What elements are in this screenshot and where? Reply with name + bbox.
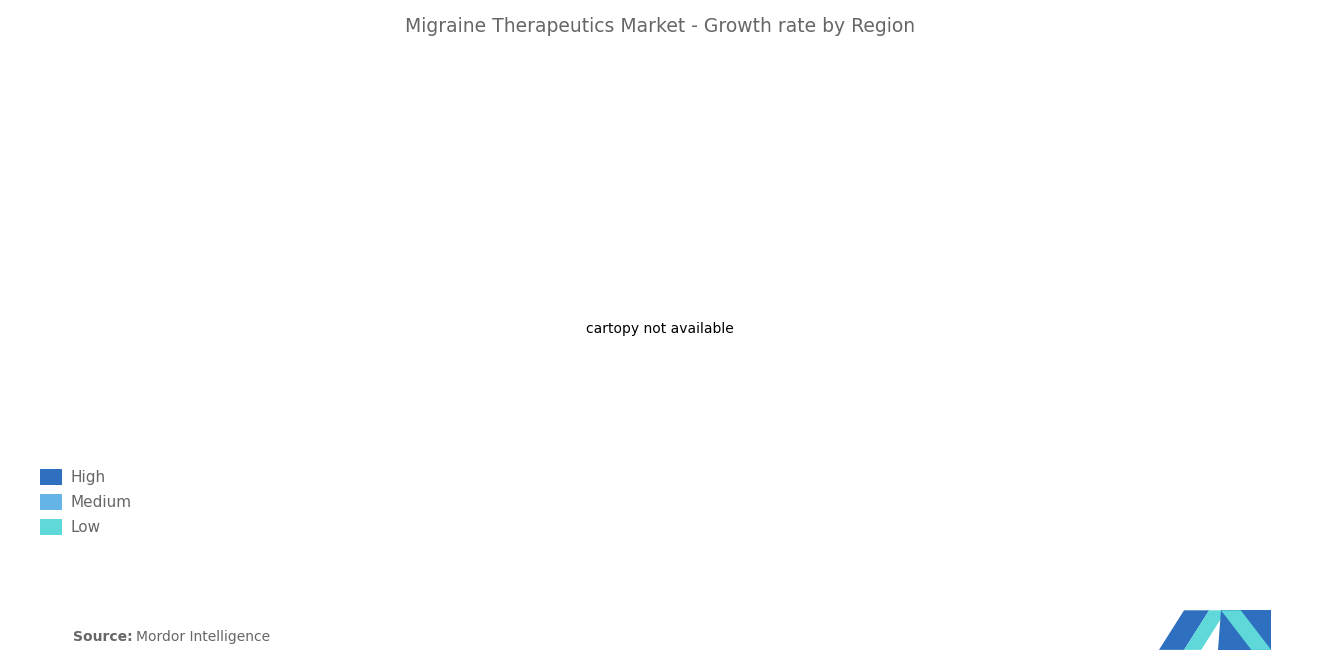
- Text: cartopy not available: cartopy not available: [586, 322, 734, 336]
- Text: Migraine Therapeutics Market - Growth rate by Region: Migraine Therapeutics Market - Growth ra…: [405, 17, 915, 36]
- Text: Mordor Intelligence: Mordor Intelligence: [136, 630, 271, 644]
- Polygon shape: [1159, 610, 1209, 650]
- Polygon shape: [1184, 610, 1226, 650]
- Text: Source:: Source:: [73, 630, 137, 644]
- Polygon shape: [1218, 610, 1241, 650]
- Legend: High, Medium, Low: High, Medium, Low: [34, 462, 139, 541]
- Polygon shape: [1241, 610, 1271, 650]
- Polygon shape: [1221, 610, 1271, 650]
